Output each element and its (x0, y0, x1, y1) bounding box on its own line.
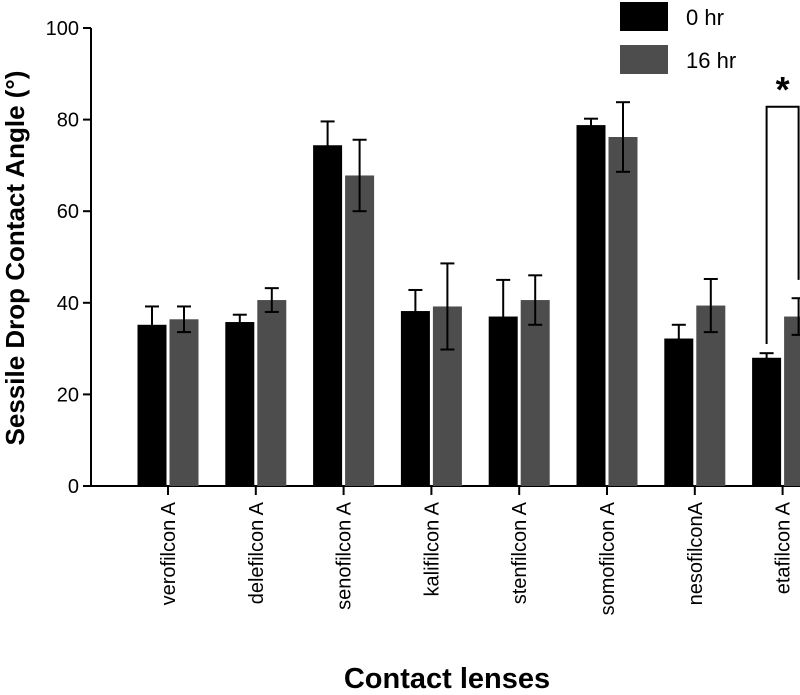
legend-label: 16 hr (686, 48, 736, 73)
x-tick-label: somofilcon A (597, 501, 619, 615)
bar (169, 319, 199, 486)
x-tick-label: etafilcon A (773, 501, 795, 594)
bar (225, 322, 255, 486)
y-tick-label: 100 (46, 18, 79, 40)
y-tick-label: 40 (57, 293, 79, 315)
x-tick-label: stenfilcon A (509, 501, 531, 604)
legend-label: 0 hr (686, 5, 724, 30)
legend-swatch (620, 45, 668, 74)
bar (696, 305, 726, 486)
bar (752, 357, 782, 486)
bar (257, 300, 287, 486)
significance-bracket (765, 105, 800, 345)
x-tick-label: delefilcon A (246, 501, 268, 604)
y-axis-title: Sessile Drop Contact Angle (°) (0, 71, 30, 446)
y-tick-label: 20 (57, 384, 79, 406)
bar (137, 324, 167, 486)
x-axis-title: Contact lenses (344, 663, 550, 695)
x-tick-label: nesofilconA (685, 501, 707, 605)
legend: 0 hr 16 hr (620, 2, 736, 74)
bar (664, 338, 694, 486)
bar (784, 316, 800, 486)
bar (345, 175, 375, 486)
plot-area: 0 20 40 60 80 100 verofilcon A delefilcon A seno… (46, 18, 800, 615)
bar (313, 145, 343, 487)
y-tick-label: 80 (57, 110, 79, 132)
bar (400, 311, 430, 486)
y-tick-label: 0 (68, 476, 79, 498)
bar (608, 137, 638, 486)
legend-swatch (620, 2, 668, 31)
x-tick-label: kalifilcon A (421, 501, 443, 596)
significance-star: * (776, 69, 790, 110)
x-tick-label: senofilcon A (334, 501, 356, 610)
bar (520, 300, 550, 486)
y-tick-label: 60 (57, 201, 79, 223)
x-tick-label: verofilcon A (158, 501, 180, 605)
bar (576, 125, 606, 486)
